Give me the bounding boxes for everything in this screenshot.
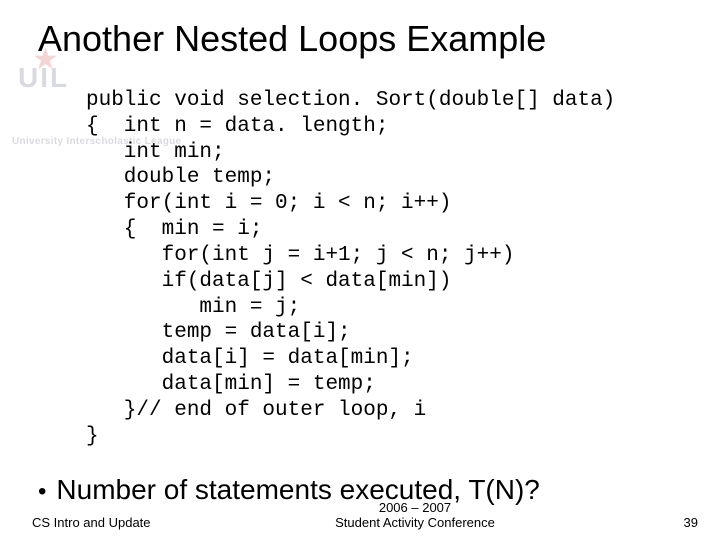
footer-center-line1: 2006 – 2007 [192,500,638,515]
bullet-row: • Number of statements executed, T(N)? [0,450,720,506]
footer-center-line2: Student Activity Conference [192,515,638,530]
slide-footer: CS Intro and Update 2006 – 2007 Student … [0,500,720,530]
footer-center: 2006 – 2007 Student Activity Conference [192,500,638,530]
footer-page-number: 39 [638,515,698,530]
code-block: public void selection. Sort(double[] dat… [0,60,720,450]
footer-left: CS Intro and Update [32,515,192,530]
slide-title: Another Nested Loops Example [0,0,720,60]
